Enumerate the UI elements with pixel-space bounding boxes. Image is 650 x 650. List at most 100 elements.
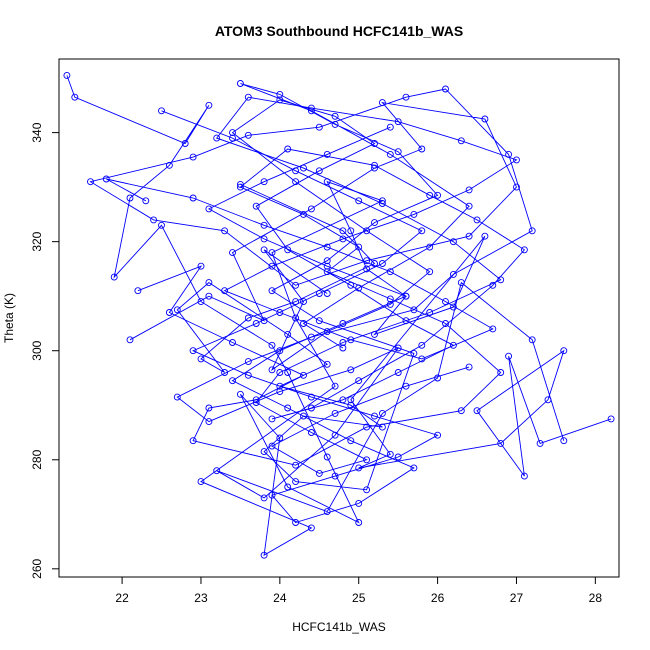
data-point <box>315 290 323 297</box>
data-point <box>300 371 307 379</box>
data-point <box>189 194 197 202</box>
data-point <box>394 453 402 461</box>
data-point <box>236 180 244 188</box>
data-point <box>87 178 94 186</box>
data-point <box>300 412 307 420</box>
data-point <box>307 333 315 341</box>
data-point <box>260 246 268 254</box>
data-point <box>497 276 505 284</box>
data-point <box>284 246 292 254</box>
data-point <box>236 80 244 87</box>
data-point <box>134 287 142 295</box>
data-point <box>347 281 355 289</box>
data-point <box>465 202 473 210</box>
data-point <box>331 409 339 417</box>
data-point <box>481 232 489 240</box>
data-point <box>276 90 284 98</box>
data-point <box>276 309 284 316</box>
data-point <box>536 439 544 447</box>
data-point <box>205 279 213 287</box>
data-point <box>378 423 386 431</box>
data-point <box>355 499 363 507</box>
data-point <box>528 227 536 235</box>
data-point <box>268 262 276 270</box>
data-point <box>284 330 292 338</box>
data-point <box>244 131 252 139</box>
data-point <box>307 429 315 436</box>
data-point <box>339 344 347 352</box>
data-point <box>197 478 205 486</box>
data-point <box>292 167 300 175</box>
data-point <box>520 472 528 480</box>
data-point <box>449 238 457 246</box>
data-point <box>339 227 347 235</box>
series-line <box>106 96 518 474</box>
data-point <box>315 167 323 175</box>
data-point <box>355 377 363 385</box>
data-point <box>268 415 276 423</box>
data-point <box>331 472 339 480</box>
data-point <box>363 257 371 265</box>
data-point <box>386 150 394 158</box>
data-point <box>347 401 355 409</box>
data-point <box>339 235 347 243</box>
data-point <box>371 161 378 169</box>
data-point <box>465 363 473 371</box>
data-point <box>268 366 276 374</box>
x-tick-label: 27 <box>510 591 524 605</box>
data-point <box>418 341 426 349</box>
data-point <box>229 339 236 346</box>
data-point <box>276 382 284 390</box>
data-point <box>323 290 331 297</box>
data-point <box>158 221 165 229</box>
data-point <box>307 524 315 532</box>
data-point <box>363 423 371 431</box>
data-point <box>410 210 418 218</box>
data-point <box>410 464 418 472</box>
data-point <box>465 232 473 240</box>
data-point <box>260 448 268 456</box>
data-point <box>363 486 371 494</box>
data-point <box>292 478 300 486</box>
data-point <box>244 358 252 366</box>
data-point <box>331 112 339 120</box>
data-point <box>497 439 505 447</box>
data-point <box>402 93 410 101</box>
data-point <box>197 262 205 270</box>
data-point <box>268 491 276 499</box>
x-tick-label: 24 <box>273 591 287 605</box>
data-point <box>244 314 252 322</box>
data-point <box>205 418 213 426</box>
y-tick-label: 260 <box>30 558 44 578</box>
data-point <box>560 437 568 445</box>
data-point <box>513 183 520 191</box>
data-point <box>292 519 300 526</box>
plot-area <box>63 71 615 559</box>
data-point <box>268 442 276 450</box>
data-point <box>181 140 189 147</box>
data-point <box>229 134 236 142</box>
data-point <box>426 309 434 316</box>
data-point <box>457 137 465 145</box>
data-point <box>442 320 449 327</box>
data-point <box>213 467 221 475</box>
data-point <box>221 369 229 376</box>
data-point <box>331 120 339 128</box>
x-tick-label: 26 <box>431 591 445 605</box>
series-line <box>161 110 439 524</box>
data-point <box>347 366 355 374</box>
data-point <box>394 369 402 376</box>
data-point <box>292 314 300 322</box>
data-point <box>410 306 418 314</box>
data-point <box>126 336 134 344</box>
data-point <box>292 281 300 289</box>
data-point <box>378 260 386 267</box>
data-point <box>315 317 323 325</box>
data-point <box>607 415 615 423</box>
data-point <box>371 412 378 420</box>
data-point <box>284 369 292 376</box>
data-point <box>165 161 173 169</box>
data-point <box>63 71 71 79</box>
data-point <box>221 227 229 235</box>
data-point <box>292 178 300 186</box>
